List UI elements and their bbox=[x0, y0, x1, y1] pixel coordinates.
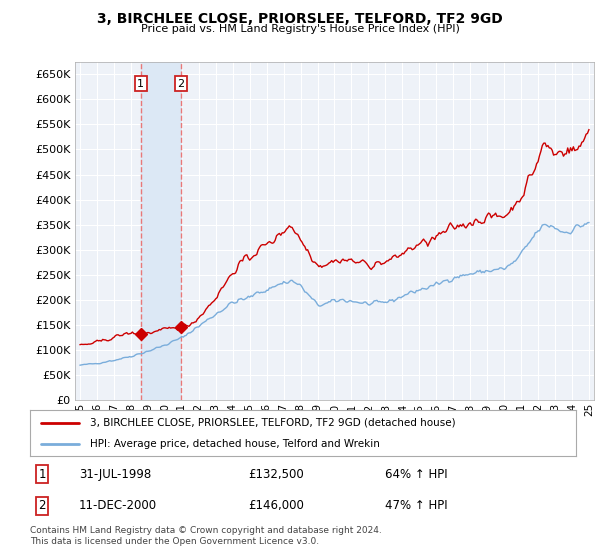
Text: 1: 1 bbox=[38, 468, 46, 480]
Bar bbox=[141, 62, 181, 400]
Text: £132,500: £132,500 bbox=[248, 468, 304, 480]
Text: 1: 1 bbox=[137, 78, 145, 88]
Text: 11-DEC-2000: 11-DEC-2000 bbox=[79, 499, 157, 512]
Text: 64% ↑ HPI: 64% ↑ HPI bbox=[385, 468, 448, 480]
Text: 31-JUL-1998: 31-JUL-1998 bbox=[79, 468, 151, 480]
Text: 47% ↑ HPI: 47% ↑ HPI bbox=[385, 499, 448, 512]
Text: 3, BIRCHLEE CLOSE, PRIORSLEE, TELFORD, TF2 9GD (detached house): 3, BIRCHLEE CLOSE, PRIORSLEE, TELFORD, T… bbox=[90, 418, 455, 428]
Text: £146,000: £146,000 bbox=[248, 499, 304, 512]
Text: HPI: Average price, detached house, Telford and Wrekin: HPI: Average price, detached house, Telf… bbox=[90, 439, 380, 449]
Text: Price paid vs. HM Land Registry's House Price Index (HPI): Price paid vs. HM Land Registry's House … bbox=[140, 24, 460, 34]
Text: 2: 2 bbox=[38, 499, 46, 512]
Text: 2: 2 bbox=[178, 78, 185, 88]
Text: 3, BIRCHLEE CLOSE, PRIORSLEE, TELFORD, TF2 9GD: 3, BIRCHLEE CLOSE, PRIORSLEE, TELFORD, T… bbox=[97, 12, 503, 26]
Text: Contains HM Land Registry data © Crown copyright and database right 2024.
This d: Contains HM Land Registry data © Crown c… bbox=[30, 526, 382, 546]
